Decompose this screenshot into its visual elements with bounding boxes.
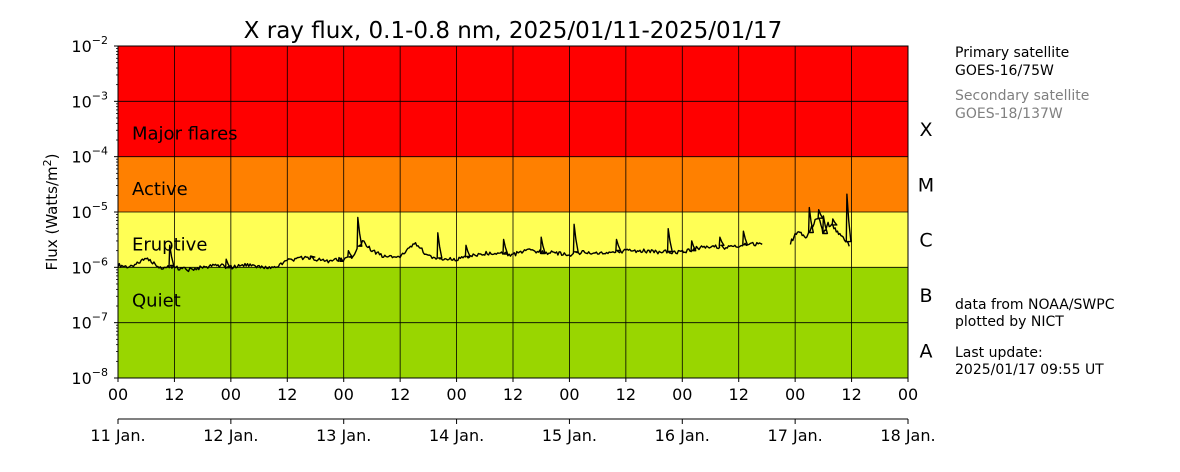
x-hour-label: 00	[108, 385, 128, 404]
flare-class-c: C	[919, 230, 932, 252]
y-tick-label: 10−4	[71, 145, 108, 167]
flare-class-x: X	[919, 119, 932, 141]
secondary-satellite-name: GOES-18/137W	[955, 106, 1063, 122]
x-hour-label: 12	[164, 385, 184, 404]
band-label-quiet: Quiet	[132, 290, 181, 311]
x-hour-label: 00	[334, 385, 354, 404]
x-hour-label: 12	[616, 385, 636, 404]
primary-satellite-name: GOES-16/75W	[955, 63, 1054, 79]
data-source-text: data from NOAA/SWPC	[955, 297, 1115, 313]
x-hour-label: 00	[221, 385, 241, 404]
x-hour-label: 00	[898, 385, 918, 404]
x-hour-label: 12	[841, 385, 861, 404]
date-label: 17 Jan.	[768, 426, 823, 445]
date-label: 12 Jan.	[203, 426, 258, 445]
flux-series-1	[117, 216, 763, 273]
date-label: 11 Jan.	[90, 426, 145, 445]
flare-class-m: M	[918, 174, 934, 196]
x-hour-label: 12	[503, 385, 523, 404]
date-label: 16 Jan.	[655, 426, 710, 445]
y-tick-label: 10−7	[71, 311, 108, 333]
last-update-time: 2025/01/17 09:55 UT	[955, 362, 1104, 378]
x-hour-label: 00	[672, 385, 692, 404]
flare-class-a: A	[920, 340, 933, 362]
x-hour-label: 12	[729, 385, 749, 404]
y-tick-label: 10−2	[71, 34, 108, 56]
chart-title: X ray flux, 0.1-0.8 nm, 2025/01/11-2025/…	[244, 18, 783, 44]
last-update-title: Last update:	[955, 345, 1043, 361]
x-hour-label: 00	[559, 385, 579, 404]
plotted-by-text: plotted by NICT	[955, 314, 1064, 330]
band-label-major-flares: Major flares	[132, 124, 238, 145]
band-label-active: Active	[132, 179, 188, 200]
y-tick-label: 10−8	[71, 366, 108, 388]
primary-satellite-title: Primary satellite	[955, 45, 1070, 61]
date-label: 15 Jan.	[542, 426, 597, 445]
flux-series-2	[789, 193, 852, 247]
x-hour-label: 12	[277, 385, 297, 404]
date-label: 14 Jan.	[429, 426, 484, 445]
date-label: 18 Jan.	[880, 426, 935, 445]
x-hour-label: 12	[390, 385, 410, 404]
flare-class-b: B	[919, 285, 932, 307]
date-label: 13 Jan.	[316, 426, 371, 445]
y-axis-label: Flux (Watts/m2)	[41, 154, 61, 271]
x-hour-label: 00	[446, 385, 466, 404]
x-hour-label: 00	[785, 385, 805, 404]
y-tick-label: 10−5	[71, 200, 108, 222]
secondary-satellite-title: Secondary satellite	[955, 88, 1090, 104]
band-label-eruptive: Eruptive	[132, 234, 207, 255]
y-tick-label: 10−6	[71, 255, 108, 277]
y-tick-label: 10−3	[71, 89, 108, 111]
